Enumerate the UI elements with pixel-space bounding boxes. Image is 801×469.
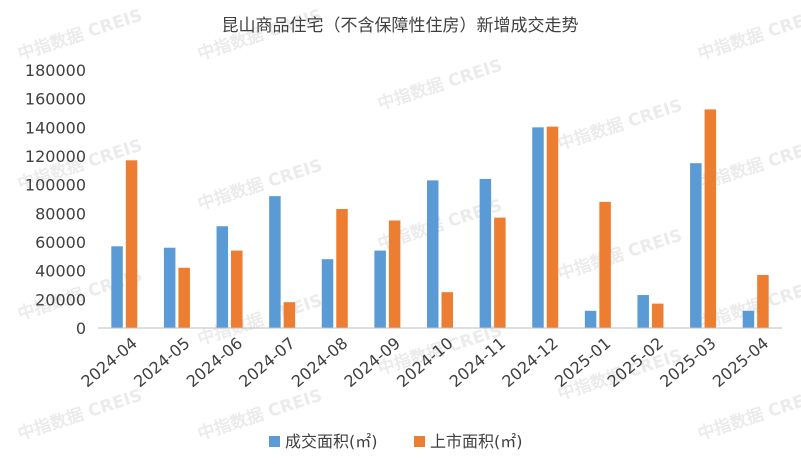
watermark-text: 中指数据 CREIS [195, 155, 325, 215]
watermark-text: 中指数据 CREIS [195, 290, 325, 350]
bar-transaction-area [584, 310, 597, 328]
legend-item: 上市面积(㎡) [414, 432, 523, 451]
bar-listed-area [283, 302, 296, 328]
bar-transaction-area [321, 259, 334, 328]
bar-listed-area [388, 220, 401, 328]
x-tick-label: 2024-12 [498, 334, 561, 392]
bar-listed-area [757, 274, 769, 328]
legend-item: 成交面积(㎡) [269, 432, 378, 451]
legend-label: 上市面积(㎡) [430, 432, 523, 451]
bar-transaction-area [163, 247, 176, 328]
bar-listed-area [546, 126, 559, 329]
x-tick-label: 2025-04 [709, 334, 772, 392]
y-tick-label: 140000 [25, 118, 86, 137]
chart-title: 昆山商品住宅（不含保障性住房）新增成交走势 [222, 16, 579, 36]
bar-listed-area [651, 303, 664, 328]
watermark-text: 中指数据 CREIS [555, 95, 685, 155]
bar-listed-area [704, 109, 717, 328]
y-tick-label: 20000 [35, 290, 86, 309]
y-tick-label: 80000 [35, 204, 86, 223]
y-tick-label: 120000 [25, 147, 86, 166]
watermark-text: 中指数据 CREIS [695, 5, 801, 65]
watermark-text: 中指数据 CREIS [375, 55, 505, 115]
bar-listed-area [336, 209, 348, 328]
legend-label: 成交面积(㎡) [285, 432, 378, 451]
bar-listed-area [494, 217, 506, 328]
bar-transaction-area [111, 246, 123, 328]
x-tick-label: 2024-05 [130, 334, 193, 392]
bar-transaction-area [479, 178, 492, 328]
watermark-text: 中指数据 CREIS [695, 385, 801, 445]
legend-swatch [269, 436, 280, 447]
bar-transaction-area [637, 295, 649, 328]
y-axis: 0 20000 40000 60000 80000 100000 120000 140000 1… [25, 61, 86, 338]
x-tick-label: 2024-08 [288, 334, 351, 392]
bar-transaction-area [216, 226, 229, 328]
watermark-text: 中指数据 CREIS [555, 225, 685, 285]
y-tick-label: 100000 [25, 176, 86, 195]
x-tick-label: 2024-07 [235, 334, 298, 392]
watermark-text: 中指数据 CREIS [15, 385, 145, 445]
legend: 成交面积(㎡) 上市面积(㎡) [269, 432, 523, 451]
bar-transaction-area [427, 180, 439, 328]
y-tick-label: 0 [76, 319, 86, 338]
bars-layer [111, 109, 769, 329]
legend-swatch [414, 436, 425, 447]
bar-listed-area [231, 250, 243, 328]
bar-transaction-area [374, 250, 386, 328]
bar-listed-area [441, 292, 453, 328]
y-tick-label: 160000 [25, 90, 86, 109]
bar-transaction-area [532, 127, 544, 328]
bar-transaction-area [742, 310, 755, 328]
y-tick-label: 40000 [35, 262, 86, 281]
y-tick-label: 60000 [35, 233, 86, 252]
y-tick-label: 180000 [25, 61, 86, 80]
bar-listed-area [178, 267, 190, 328]
bar-transaction-area [690, 163, 702, 328]
bar-listed-area [125, 160, 138, 328]
bar-transaction-area [269, 196, 281, 328]
x-tick-label: 2024-04 [77, 334, 140, 392]
watermark-text: 中指数据 CREIS [15, 5, 145, 65]
bar-listed-area [599, 201, 611, 328]
